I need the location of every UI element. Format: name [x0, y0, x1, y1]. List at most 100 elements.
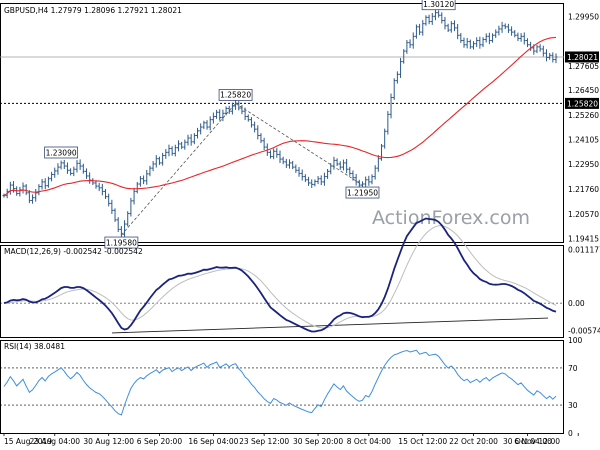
svg-text:1.25820: 1.25820	[220, 91, 251, 100]
price-bar	[88, 172, 92, 184]
swing-label: 1.19580	[104, 236, 139, 249]
rsi-tick-label: 0	[568, 429, 573, 438]
price-bar	[164, 149, 168, 159]
panel-frames	[0, 3, 564, 434]
price-bar	[326, 168, 330, 179]
price-bar	[341, 159, 345, 171]
price-bar	[40, 178, 44, 190]
price-bar	[322, 172, 326, 186]
price-bar	[196, 127, 200, 139]
x-tick-label: 22 Oct 20:00	[449, 437, 498, 446]
price-bar	[548, 52, 552, 60]
price-bar	[303, 174, 307, 183]
x-tick-label: 23 Sep 12:00	[239, 437, 289, 446]
price-tick-label: 1.20570	[568, 210, 599, 219]
price-bar	[142, 175, 146, 185]
price-bar	[145, 169, 149, 185]
price-bar	[478, 36, 482, 49]
price-tick-label: 1.25260	[568, 111, 599, 120]
price-bar	[357, 179, 361, 188]
x-tick-label: 15 Aug 2019	[4, 437, 52, 446]
price-bar	[360, 181, 364, 188]
price-bar	[72, 166, 76, 177]
price-bar	[262, 137, 266, 151]
price-bar	[75, 160, 79, 173]
svg-text:1.28021: 1.28021	[567, 53, 598, 62]
price-bar	[126, 211, 130, 227]
price-bar	[424, 15, 428, 26]
svg-text:1.21950: 1.21950	[347, 188, 378, 197]
price-bar	[176, 140, 180, 152]
price-bar	[310, 179, 314, 189]
price-bar	[37, 184, 41, 196]
price-bar	[456, 23, 460, 40]
price-bar	[24, 184, 28, 195]
moving-average-line	[3, 36, 557, 197]
macd-panel	[0, 217, 564, 334]
price-bar	[500, 21, 504, 33]
price-bar	[148, 165, 152, 177]
price-bar	[376, 155, 380, 172]
price-bar	[405, 39, 409, 54]
swing-label: 1.30120	[421, 0, 456, 11]
price-panel: 1.23090 1.19580 1.25820 1.21950 1.30120	[0, 0, 564, 249]
price-bar	[97, 182, 101, 192]
price-bar	[104, 189, 108, 199]
price-bar	[503, 23, 507, 30]
price-bar	[338, 161, 342, 170]
price-bar	[230, 102, 234, 115]
price-bar	[332, 156, 336, 170]
price-bar	[433, 8, 437, 21]
price-bar	[199, 123, 203, 135]
price-bar	[237, 101, 241, 111]
price-tick-label: 1.22950	[568, 160, 599, 169]
panel-frame	[0, 3, 564, 243]
price-bar	[288, 159, 292, 169]
price-bar	[173, 144, 177, 157]
price-bar	[506, 23, 510, 33]
price-bar	[491, 33, 495, 43]
rsi-panel	[0, 349, 564, 416]
price-bar	[202, 120, 206, 130]
rsi-tick-label: 30	[568, 401, 578, 410]
price-bar	[525, 38, 529, 48]
price-tick-label: 1.26450	[568, 86, 599, 95]
price-bar	[541, 45, 545, 57]
price-bar	[538, 44, 542, 52]
price-bar	[65, 162, 69, 174]
panel-frame	[0, 340, 564, 434]
price-bar	[459, 32, 463, 43]
price-bar	[481, 37, 485, 48]
swing-label: 1.23090	[44, 146, 79, 159]
rsi-tick-label: 70	[568, 364, 578, 373]
price-bar	[113, 208, 117, 222]
price-bar	[281, 156, 285, 165]
price-bar	[443, 16, 447, 30]
chart-header: GBPUSD,H4 1.27979 1.28096 1.27921 1.2802…	[4, 6, 182, 15]
price-tick-label: 1.21760	[568, 185, 599, 194]
price-bar	[373, 165, 377, 180]
price-bar	[544, 49, 548, 62]
price-bar	[418, 23, 422, 36]
macd-tick-label: 0.011177	[568, 245, 600, 254]
price-bar	[268, 150, 272, 159]
price-bar	[345, 158, 349, 174]
price-tick-label: 1.29950	[568, 12, 599, 21]
price-bar	[367, 175, 371, 186]
price-bar	[132, 187, 136, 205]
price-tick-label: 1.19415	[568, 235, 599, 244]
svg-text:1.25820: 1.25820	[567, 99, 598, 108]
price-bar	[259, 133, 263, 144]
price-bar	[392, 78, 396, 100]
price-bar	[513, 30, 517, 38]
macd-trendline	[111, 317, 549, 334]
price-bar	[399, 58, 403, 78]
price-bar	[8, 181, 12, 195]
price-bar	[91, 178, 95, 185]
price-tick-label: 1.24105	[568, 136, 599, 145]
price-bar	[27, 190, 31, 204]
price-bar	[291, 160, 295, 170]
x-tick-label: 15 Oct 12:00	[398, 437, 447, 446]
price-bar	[234, 99, 238, 110]
price-bar	[205, 120, 209, 130]
